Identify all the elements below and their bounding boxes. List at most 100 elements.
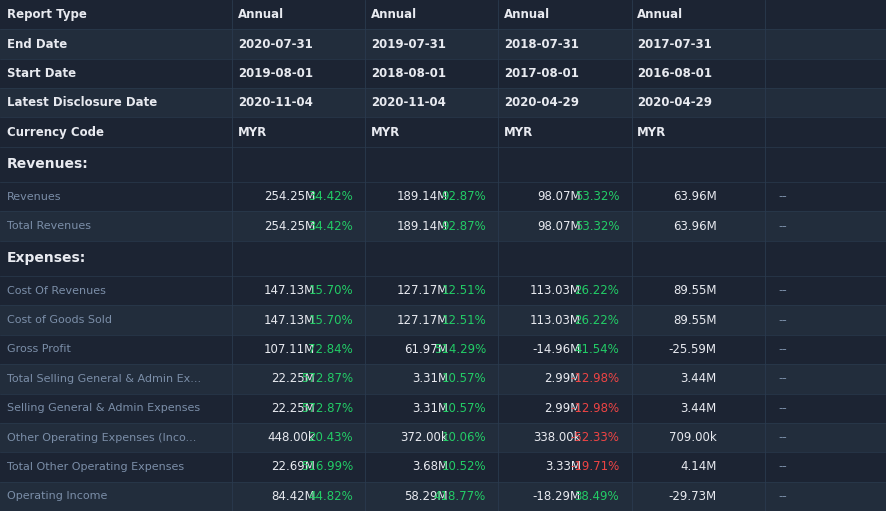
Bar <box>0 88 886 118</box>
Text: 44.82%: 44.82% <box>308 490 353 503</box>
Text: 254.25M: 254.25M <box>263 220 315 233</box>
Bar <box>0 482 886 511</box>
Text: 3.33M: 3.33M <box>544 460 580 474</box>
Bar <box>0 335 886 364</box>
Text: Cost Of Revenues: Cost Of Revenues <box>7 286 105 296</box>
Text: 448.00k: 448.00k <box>267 431 315 444</box>
Text: 53.32%: 53.32% <box>574 190 618 203</box>
Bar <box>0 306 886 335</box>
Text: 189.14M: 189.14M <box>396 190 447 203</box>
Bar <box>0 423 886 452</box>
Text: 92.87%: 92.87% <box>441 220 486 233</box>
Text: 22.69M: 22.69M <box>271 460 315 474</box>
Bar <box>0 0 886 29</box>
Text: 2019-08-01: 2019-08-01 <box>237 67 313 80</box>
Bar <box>0 393 886 423</box>
Text: 10.57%: 10.57% <box>441 373 486 385</box>
Text: 26.22%: 26.22% <box>573 284 618 297</box>
Text: 572.87%: 572.87% <box>300 373 353 385</box>
Text: 113.03M: 113.03M <box>530 314 580 327</box>
Bar <box>0 118 886 147</box>
Text: 98.07M: 98.07M <box>537 220 580 233</box>
Text: 3.44M: 3.44M <box>680 373 716 385</box>
Bar <box>0 452 886 482</box>
Text: 418.77%: 418.77% <box>433 490 486 503</box>
Text: 3.68M: 3.68M <box>411 460 447 474</box>
Text: Currency Code: Currency Code <box>7 126 104 138</box>
Text: Expenses:: Expenses: <box>7 251 86 265</box>
Text: 41.54%: 41.54% <box>574 343 618 356</box>
Text: MYR: MYR <box>636 126 665 138</box>
Text: 254.25M: 254.25M <box>263 190 315 203</box>
Text: Operating Income: Operating Income <box>7 491 107 501</box>
Text: 12.51%: 12.51% <box>441 284 486 297</box>
Text: 12.51%: 12.51% <box>441 314 486 327</box>
Text: -25.59M: -25.59M <box>668 343 716 356</box>
Text: --: -- <box>777 373 786 385</box>
Text: Annual: Annual <box>237 8 284 21</box>
Text: 338.00k: 338.00k <box>532 431 580 444</box>
Text: Total Revenues: Total Revenues <box>7 221 91 231</box>
Text: -29.73M: -29.73M <box>668 490 716 503</box>
Text: 10.57%: 10.57% <box>441 402 486 415</box>
Text: --: -- <box>777 460 786 474</box>
Text: 4.14M: 4.14M <box>680 460 716 474</box>
Text: -52.33%: -52.33% <box>570 431 618 444</box>
Text: Report Type: Report Type <box>7 8 87 21</box>
Text: 3.44M: 3.44M <box>680 402 716 415</box>
Text: 89.55M: 89.55M <box>672 284 716 297</box>
Text: --: -- <box>777 220 786 233</box>
Text: 3.31M: 3.31M <box>411 373 447 385</box>
Text: 113.03M: 113.03M <box>530 284 580 297</box>
Text: 2020-11-04: 2020-11-04 <box>237 96 312 109</box>
Text: 2020-07-31: 2020-07-31 <box>237 37 312 51</box>
Text: --: -- <box>777 190 786 203</box>
Text: 53.32%: 53.32% <box>574 220 618 233</box>
Text: Annual: Annual <box>503 8 549 21</box>
Text: 2020-04-29: 2020-04-29 <box>503 96 579 109</box>
Text: 2018-08-01: 2018-08-01 <box>370 67 446 80</box>
Text: 34.42%: 34.42% <box>308 190 353 203</box>
Bar <box>0 29 886 59</box>
Text: --: -- <box>777 402 786 415</box>
Bar <box>0 182 886 212</box>
Text: Cost of Goods Sold: Cost of Goods Sold <box>7 315 112 325</box>
Text: Other Operating Expenses (Inco...: Other Operating Expenses (Inco... <box>7 433 197 443</box>
Text: --: -- <box>777 431 786 444</box>
Bar <box>0 212 886 241</box>
Bar <box>0 147 886 182</box>
Text: Revenues: Revenues <box>7 192 61 202</box>
Text: 10.06%: 10.06% <box>441 431 486 444</box>
Text: 572.87%: 572.87% <box>300 402 353 415</box>
Text: 89.55M: 89.55M <box>672 314 716 327</box>
Text: 84.42M: 84.42M <box>271 490 315 503</box>
Text: 127.17M: 127.17M <box>396 284 447 297</box>
Text: 2017-07-31: 2017-07-31 <box>636 37 711 51</box>
Text: 2020-11-04: 2020-11-04 <box>370 96 445 109</box>
Text: 58.29M: 58.29M <box>404 490 447 503</box>
Text: 2017-08-01: 2017-08-01 <box>503 67 578 80</box>
Text: 147.13M: 147.13M <box>263 314 315 327</box>
Text: --: -- <box>777 314 786 327</box>
Text: 147.13M: 147.13M <box>263 284 315 297</box>
Text: 22.25M: 22.25M <box>271 373 315 385</box>
Text: 10.52%: 10.52% <box>441 460 486 474</box>
Text: 372.00k: 372.00k <box>400 431 447 444</box>
Text: 107.11M: 107.11M <box>263 343 315 356</box>
Text: 2018-07-31: 2018-07-31 <box>503 37 578 51</box>
Text: -14.96M: -14.96M <box>532 343 580 356</box>
Text: Start Date: Start Date <box>7 67 76 80</box>
Text: 2016-08-01: 2016-08-01 <box>636 67 711 80</box>
Text: 92.87%: 92.87% <box>441 190 486 203</box>
Text: Gross Profit: Gross Profit <box>7 344 71 355</box>
Text: 98.07M: 98.07M <box>537 190 580 203</box>
Text: Revenues:: Revenues: <box>7 157 89 172</box>
Text: 514.29%: 514.29% <box>433 343 486 356</box>
Text: MYR: MYR <box>237 126 267 138</box>
Text: -12.98%: -12.98% <box>570 373 618 385</box>
Text: 20.43%: 20.43% <box>308 431 353 444</box>
Text: MYR: MYR <box>503 126 532 138</box>
Text: Total Other Operating Expenses: Total Other Operating Expenses <box>7 462 184 472</box>
Text: 61.97M: 61.97M <box>404 343 447 356</box>
Text: Latest Disclosure Date: Latest Disclosure Date <box>7 96 157 109</box>
